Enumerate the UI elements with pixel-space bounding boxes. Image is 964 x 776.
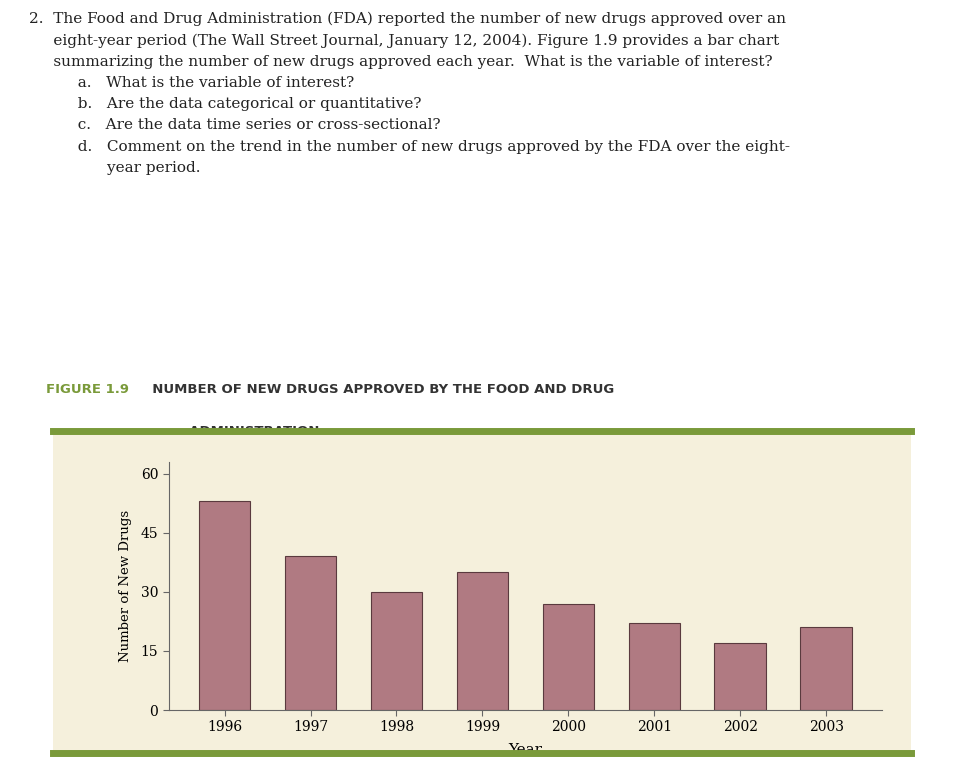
Bar xyxy=(800,627,852,710)
Text: NUMBER OF NEW DRUGS APPROVED BY THE FOOD AND DRUG: NUMBER OF NEW DRUGS APPROVED BY THE FOOD… xyxy=(143,383,614,396)
Bar xyxy=(714,643,766,710)
X-axis label: Year: Year xyxy=(508,743,543,757)
Bar xyxy=(543,604,594,710)
Bar xyxy=(284,556,336,710)
Bar xyxy=(199,501,251,710)
Bar xyxy=(371,592,422,710)
Text: ADMINISTRATION: ADMINISTRATION xyxy=(143,425,319,438)
Bar xyxy=(457,572,508,710)
Y-axis label: Number of New Drugs: Number of New Drugs xyxy=(120,510,132,662)
Text: FIGURE 1.9: FIGURE 1.9 xyxy=(46,383,129,396)
Bar xyxy=(629,623,680,710)
Text: 2.  The Food and Drug Administration (FDA) reported the number of new drugs appr: 2. The Food and Drug Administration (FDA… xyxy=(29,12,790,175)
